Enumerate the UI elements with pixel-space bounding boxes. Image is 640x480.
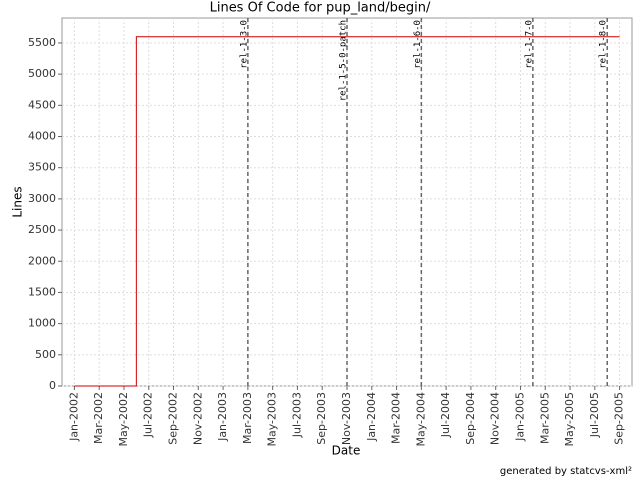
x-tick-label: Jan-2004	[365, 392, 378, 442]
tag-label: rel-1-5-0-patch	[339, 20, 349, 101]
y-tick-label: 1000	[28, 317, 56, 330]
x-tick-label: Jul-2005	[588, 392, 601, 438]
tag-label: rel-1-6-0	[413, 20, 423, 69]
x-tick-label: May-2003	[266, 392, 279, 447]
tag-label: rel-1-8-0	[599, 20, 609, 69]
x-tick-label: Nov-2002	[191, 392, 204, 445]
x-tick-label: Sep-2005	[613, 392, 626, 445]
chart-title: Lines Of Code for pup_land/begin/	[210, 1, 431, 16]
y-tick-label: 4000	[28, 130, 56, 143]
x-tick-label: Sep-2002	[167, 392, 180, 445]
y-tick-label: 3500	[28, 161, 56, 174]
y-tick-label: 500	[35, 348, 56, 361]
tag-label: rel-1-7-0	[524, 20, 534, 69]
y-axis-title: Lines	[11, 186, 25, 217]
x-tick-label: Nov-2004	[489, 392, 502, 445]
x-tick-label: Jan-2002	[67, 392, 80, 442]
x-tick-label: Jul-2004	[439, 392, 452, 438]
x-tick-label: Mar-2004	[390, 392, 403, 444]
x-tick-label: Nov-2003	[340, 392, 353, 445]
x-tick-label: Mar-2003	[241, 392, 254, 444]
x-tick-label: Jul-2003	[290, 392, 303, 438]
y-tick-label: 0	[49, 379, 56, 392]
x-tick-label: Jan-2003	[216, 392, 229, 442]
y-tick-label: 5500	[28, 36, 56, 49]
x-tick-label: Sep-2004	[464, 392, 477, 445]
x-tick-label: Jan-2005	[513, 392, 526, 442]
x-tick-label: Sep-2003	[315, 392, 328, 445]
x-tick-label: May-2004	[414, 392, 427, 447]
y-tick-label: 2500	[28, 223, 56, 236]
x-tick-label: Mar-2002	[92, 392, 105, 444]
y-tick-label: 2000	[28, 254, 56, 267]
tag-label: rel-1-3-0	[239, 20, 249, 69]
x-tick-label: Jul-2002	[142, 392, 155, 438]
y-tick-label: 3000	[28, 192, 56, 205]
line	[74, 36, 620, 387]
x-tick-label: May-2002	[117, 392, 130, 447]
x-axis-title: Date	[332, 444, 361, 458]
y-tick-label: 1500	[28, 285, 56, 298]
footer: generated by statcvs-xml²	[500, 466, 632, 477]
x-tick-label: Mar-2005	[538, 392, 551, 444]
x-tick-label: May-2005	[563, 392, 576, 447]
y-tick-label: 5000	[28, 67, 56, 80]
y-tick-label: 4500	[28, 98, 56, 111]
